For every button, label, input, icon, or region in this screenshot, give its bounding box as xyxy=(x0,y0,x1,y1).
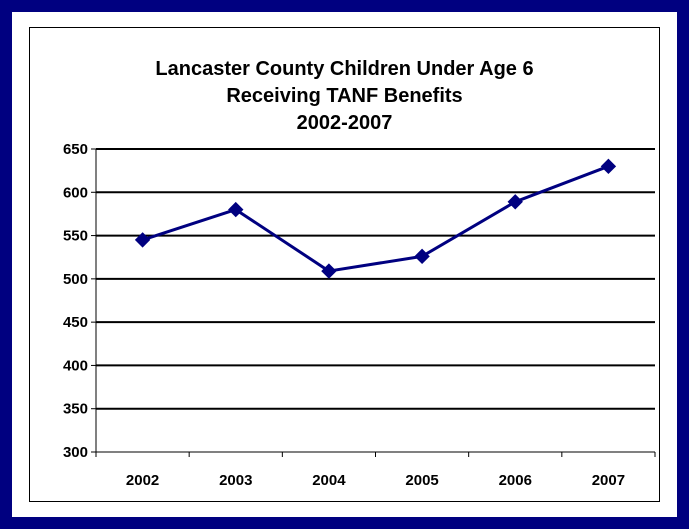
chart-frame: Lancaster County Children Under Age 6 Re… xyxy=(12,12,677,517)
data-point-2004 xyxy=(321,263,337,279)
y-tick-label: 300 xyxy=(63,444,88,461)
y-tick-label: 650 xyxy=(63,141,88,158)
chart-area: Lancaster County Children Under Age 6 Re… xyxy=(29,27,660,502)
chart-title-line-1: Lancaster County Children Under Age 6 xyxy=(155,58,534,80)
chart-title-line-3: 2002-2007 xyxy=(296,112,393,134)
y-tick-label: 600 xyxy=(63,184,88,201)
data-point-2006 xyxy=(507,194,523,210)
data-point-2007 xyxy=(600,158,617,175)
data-point-2005 xyxy=(414,248,430,265)
x-tick-label: 2002 xyxy=(126,472,159,489)
y-tick-label: 400 xyxy=(63,357,88,374)
data-point-2003 xyxy=(228,201,244,218)
x-tick-label: 2006 xyxy=(499,472,532,489)
y-tick-label: 350 xyxy=(63,401,88,418)
y-tick-label: 450 xyxy=(63,314,88,331)
chart-title-line-2: Receiving TANF Benefits xyxy=(226,85,463,107)
data-point-2002 xyxy=(134,232,151,248)
series-line xyxy=(142,164,609,273)
x-tick-label: 2003 xyxy=(219,472,252,489)
x-tick-label: 2004 xyxy=(312,472,346,489)
y-tick-label: 500 xyxy=(63,271,88,288)
x-tick-label: 2007 xyxy=(592,472,625,489)
x-tick-label: 2005 xyxy=(405,472,438,489)
y-tick-label: 550 xyxy=(63,228,88,245)
